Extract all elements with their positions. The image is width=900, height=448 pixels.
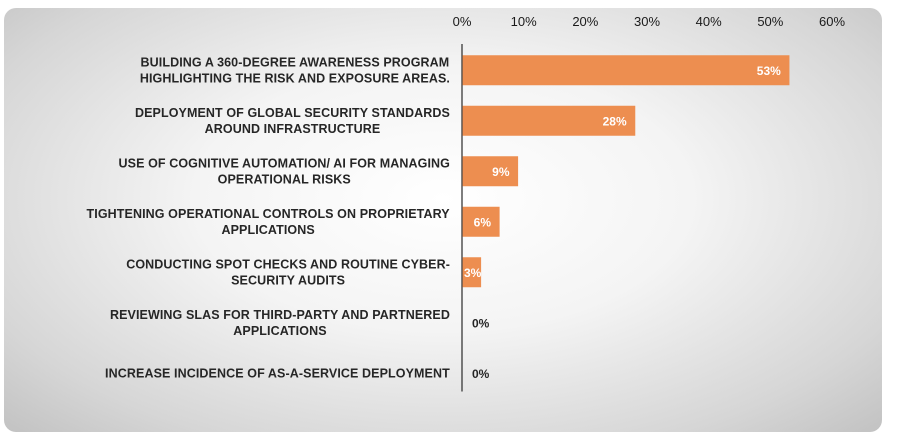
category-label-line: REVIEWING SLAS FOR THIRD-PARTY AND PARTN…: [110, 308, 450, 322]
category-label-line: USE OF COGNITIVE AUTOMATION/ AI FOR MANA…: [119, 156, 450, 170]
chart-panel: 0% 10% 20% 30% 40% 50% 60% BUILDING A 360-DEGR…: [4, 8, 882, 432]
x-tick-label: 40%: [696, 14, 722, 29]
category-label: DEPLOYMENT OF GLOBAL SECURITY STANDARDS A…: [135, 106, 450, 136]
category-label-line: OPERATIONAL RISKS: [218, 172, 351, 186]
x-axis-ticks: 0% 10% 20% 30% 40% 50% 60%: [453, 14, 846, 29]
x-tick-label: 60%: [819, 14, 845, 29]
value-label: 9%: [492, 165, 510, 179]
category-label: TIGHTENING OPERATIONAL CONTROLS ON PROPR…: [87, 207, 451, 237]
category-label-line: HIGHLIGHTING THE RISK AND EXPOSURE AREAS…: [140, 71, 450, 85]
x-tick-label: 10%: [511, 14, 537, 29]
category-label: INCREASE INCIDENCE OF AS-A-SERVICE DEPLO…: [105, 366, 450, 380]
category-label-line: DEPLOYMENT OF GLOBAL SECURITY STANDARDS: [135, 106, 450, 120]
bar: [462, 55, 790, 86]
category-label: BUILDING A 360-DEGREE AWARENESS PROGRAM H…: [140, 55, 450, 85]
bar: [462, 105, 636, 136]
x-tick-label: 50%: [757, 14, 783, 29]
value-label: 28%: [603, 114, 627, 128]
category-label-line: INCREASE INCIDENCE OF AS-A-SERVICE DEPLO…: [105, 366, 450, 380]
bar: [462, 206, 500, 237]
category-labels: BUILDING A 360-DEGREE AWARENESS PROGRAM H…: [87, 55, 451, 380]
bars: [462, 55, 790, 288]
value-labels: 53% 28% 9% 6% 3% 0% 0%: [464, 64, 781, 381]
category-label-line: AROUND INFRASTRUCTURE: [205, 122, 381, 136]
value-label: 3%: [464, 266, 482, 280]
value-label: 0%: [472, 367, 490, 381]
category-label-line: SECURITY AUDITS: [231, 273, 345, 287]
value-label: 0%: [472, 316, 490, 330]
bar: [462, 156, 519, 187]
category-label-line: APPLICATIONS: [221, 223, 314, 237]
category-label: CONDUCTING SPOT CHECKS AND ROUTINE CYBER…: [126, 257, 450, 287]
category-label-line: APPLICATIONS: [233, 324, 326, 338]
value-label: 53%: [757, 64, 781, 78]
x-tick-label: 20%: [572, 14, 598, 29]
x-tick-label: 30%: [634, 14, 660, 29]
x-tick-label: 0%: [453, 14, 472, 29]
category-label: REVIEWING SLAS FOR THIRD-PARTY AND PARTN…: [110, 308, 450, 338]
bar-chart: 0% 10% 20% 30% 40% 50% 60% BUILDING A 360-DEGR…: [87, 14, 846, 392]
value-label: 6%: [474, 215, 492, 229]
category-label-line: TIGHTENING OPERATIONAL CONTROLS ON PROPR…: [87, 207, 451, 221]
category-label-line: CONDUCTING SPOT CHECKS AND ROUTINE CYBER…: [126, 257, 450, 271]
category-label-line: BUILDING A 360-DEGREE AWARENESS PROGRAM: [141, 55, 450, 69]
category-label: USE OF COGNITIVE AUTOMATION/ AI FOR MANA…: [119, 156, 450, 186]
bar: [462, 257, 482, 288]
